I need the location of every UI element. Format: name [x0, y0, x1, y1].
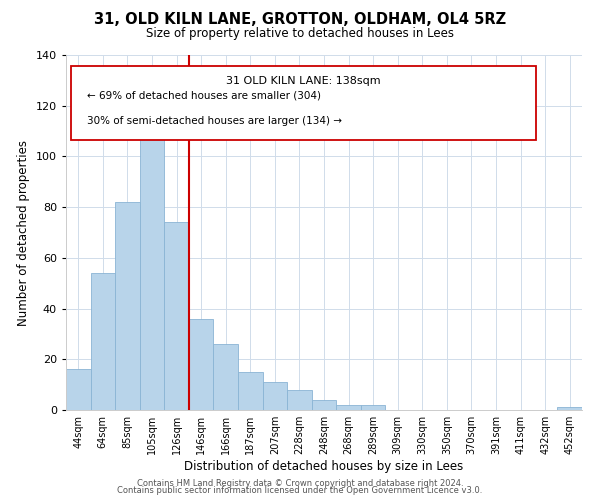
Bar: [287, 390, 312, 410]
Text: Contains public sector information licensed under the Open Government Licence v3: Contains public sector information licen…: [118, 486, 482, 495]
Text: 30% of semi-detached houses are larger (134) →: 30% of semi-detached houses are larger (…: [86, 116, 341, 126]
Text: 31, OLD KILN LANE, GROTTON, OLDHAM, OL4 5RZ: 31, OLD KILN LANE, GROTTON, OLDHAM, OL4 …: [94, 12, 506, 28]
Bar: [189, 318, 214, 410]
Bar: [238, 372, 263, 410]
Bar: [164, 222, 189, 410]
Text: 31 OLD KILN LANE: 138sqm: 31 OLD KILN LANE: 138sqm: [226, 76, 380, 86]
Bar: [91, 273, 115, 410]
Bar: [214, 344, 238, 410]
Bar: [361, 405, 385, 410]
X-axis label: Distribution of detached houses by size in Lees: Distribution of detached houses by size …: [184, 460, 464, 473]
Bar: [263, 382, 287, 410]
Text: Size of property relative to detached houses in Lees: Size of property relative to detached ho…: [146, 28, 454, 40]
Bar: [115, 202, 140, 410]
Bar: [312, 400, 336, 410]
Bar: [66, 370, 91, 410]
Text: Contains HM Land Registry data © Crown copyright and database right 2024.: Contains HM Land Registry data © Crown c…: [137, 478, 463, 488]
Y-axis label: Number of detached properties: Number of detached properties: [17, 140, 30, 326]
Bar: [140, 128, 164, 410]
FancyBboxPatch shape: [71, 66, 536, 140]
Bar: [557, 408, 582, 410]
Bar: [336, 405, 361, 410]
Text: ← 69% of detached houses are smaller (304): ← 69% of detached houses are smaller (30…: [86, 91, 320, 101]
